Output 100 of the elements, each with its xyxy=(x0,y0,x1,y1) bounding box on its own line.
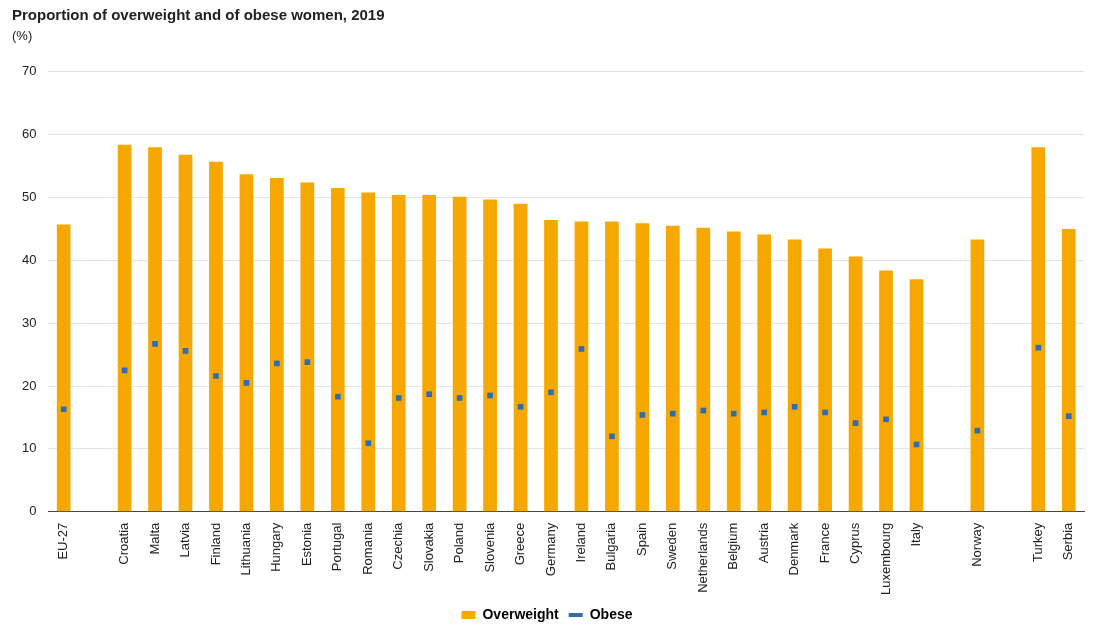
point xyxy=(152,341,158,347)
point xyxy=(182,348,189,354)
x-tick-label: Estonia xyxy=(298,521,314,567)
point xyxy=(822,409,828,416)
x-tick-label: Croatia xyxy=(116,521,132,565)
point xyxy=(365,440,372,447)
point xyxy=(730,410,737,417)
x-tick-label: Malta xyxy=(146,521,162,555)
x-tick-label: France xyxy=(816,522,832,564)
bar xyxy=(818,248,832,512)
point xyxy=(670,410,676,417)
bar xyxy=(513,203,528,512)
legend-label: Overweight xyxy=(482,605,560,622)
bar xyxy=(726,231,741,512)
point xyxy=(487,392,493,399)
bar xyxy=(787,239,802,512)
point xyxy=(274,360,280,367)
bar xyxy=(848,256,863,512)
x-tick-label: Luxembourg xyxy=(877,522,893,596)
point xyxy=(213,373,219,379)
x-tick-label: Turkey xyxy=(1029,522,1045,562)
x-tick-label: Lithuania xyxy=(238,521,254,576)
point xyxy=(60,406,67,413)
bar xyxy=(757,234,772,512)
bar xyxy=(148,147,162,512)
point xyxy=(609,433,615,440)
y-tick-label: 60 xyxy=(21,126,37,142)
point xyxy=(791,403,798,410)
x-tick-label: Finland xyxy=(207,522,223,566)
bar xyxy=(270,178,284,512)
bar xyxy=(422,194,437,512)
x-tick-label: Cyprus xyxy=(847,522,863,564)
chart-title: Proportion of overweight and of obese women, 2019 xyxy=(12,6,385,23)
point xyxy=(639,412,646,418)
point xyxy=(334,393,341,400)
y-tick-label: 30 xyxy=(21,314,37,330)
point xyxy=(548,389,554,396)
x-tick-label: Greece xyxy=(512,522,528,566)
x-tick-label: Sweden xyxy=(664,522,680,570)
bar xyxy=(635,223,650,512)
point xyxy=(426,391,432,398)
y-tick-label: 20 xyxy=(21,377,37,393)
bar xyxy=(117,144,132,512)
y-tick-label: 0 xyxy=(29,503,37,519)
point xyxy=(700,407,707,414)
bar xyxy=(452,196,467,512)
x-tick-label: Hungary xyxy=(268,522,284,572)
x-tick-label: Belgium xyxy=(725,522,741,570)
bar xyxy=(696,227,711,512)
point xyxy=(578,346,585,352)
x-tick-label: Denmark xyxy=(786,522,802,576)
bar xyxy=(56,224,71,512)
point xyxy=(1065,413,1072,420)
y-tick-label: 10 xyxy=(21,440,37,456)
x-tick-label: Czechia xyxy=(390,521,406,570)
bar xyxy=(300,182,315,512)
x-tick-label: Ireland xyxy=(573,522,589,563)
x-tick-label: Spain xyxy=(633,522,649,556)
point xyxy=(852,420,859,426)
x-tick-label: Romania xyxy=(359,521,375,575)
bar xyxy=(574,221,589,512)
point xyxy=(304,359,311,365)
x-tick-label: Latvia xyxy=(177,521,193,558)
y-tick-label: 50 xyxy=(21,189,37,205)
point xyxy=(517,403,524,410)
bar xyxy=(391,194,406,512)
bar xyxy=(483,199,497,512)
bar xyxy=(879,270,893,512)
bar xyxy=(361,192,376,512)
point xyxy=(456,395,463,401)
y-tick-label: 70 xyxy=(21,63,37,79)
point xyxy=(883,416,889,423)
bar xyxy=(1031,147,1046,512)
bar xyxy=(209,161,223,512)
bar xyxy=(330,188,345,512)
point xyxy=(243,380,250,386)
x-tick-label: EU-27 xyxy=(55,522,71,560)
bar xyxy=(605,221,619,512)
bar xyxy=(178,154,193,512)
bar xyxy=(239,174,254,512)
bar xyxy=(544,220,558,512)
point xyxy=(121,367,128,374)
x-tick-label: Germany xyxy=(542,522,558,577)
x-tick-label: Portugal xyxy=(329,522,345,572)
bar xyxy=(1061,228,1076,512)
x-tick-label: Serbia xyxy=(1060,521,1076,561)
point xyxy=(395,395,402,401)
x-tick-label: Norway xyxy=(968,522,984,567)
point xyxy=(761,409,768,416)
x-tick-label: Netherlands xyxy=(694,522,710,593)
x-tick-label: Bulgaria xyxy=(603,521,619,571)
y-axis-title: (%) xyxy=(12,28,33,43)
point xyxy=(1035,344,1042,351)
bar xyxy=(665,225,680,512)
y-tick-label: 40 xyxy=(21,251,37,267)
x-tick-label: Poland xyxy=(451,522,467,564)
bar xyxy=(970,239,985,512)
bar xyxy=(909,279,924,512)
x-tick-label: Slovakia xyxy=(420,521,436,572)
legend-label: Obese xyxy=(589,605,633,622)
